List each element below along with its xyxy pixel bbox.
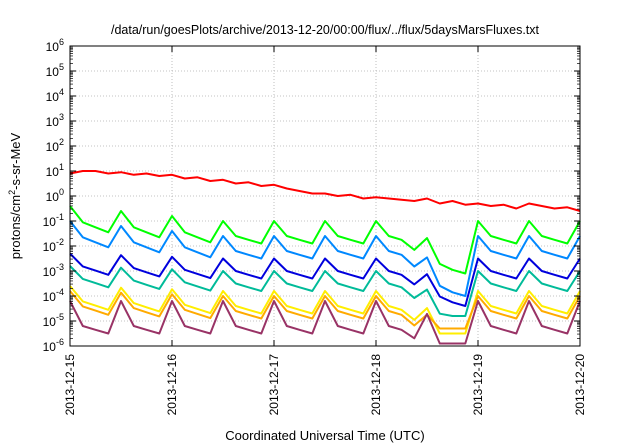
y-axis-title-superscript: 2 — [7, 190, 17, 195]
y-tick-label: 10-4 — [43, 287, 64, 304]
series-line-4 — [69, 265, 581, 317]
y-axis-title-part: -s-sr-MeV — [8, 132, 23, 189]
x-tick-label: 2013-12-17 — [267, 354, 281, 416]
y-tick-label: 106 — [46, 37, 64, 54]
y-tick-label: 10-1 — [43, 212, 64, 229]
series-line-5 — [69, 285, 581, 335]
series-line-6 — [69, 290, 581, 330]
x-axis-title: Coordinated Universal Time (UTC) — [225, 428, 424, 443]
series-line-7 — [69, 300, 581, 345]
y-tick-label: 104 — [46, 87, 64, 104]
plot-series — [69, 170, 581, 345]
x-axis: 2013-12-15 2013-12-16 2013-12-17 2013-12-18… — [63, 46, 587, 415]
y-tick-label: 10-6 — [43, 337, 64, 354]
y-tick-label: 10-5 — [43, 312, 64, 329]
x-tick-label: 2013-12-16 — [165, 354, 179, 416]
y-tick-label: 10-2 — [43, 237, 64, 254]
y-tick-label: 103 — [46, 112, 64, 129]
x-tick-label: 2013-12-18 — [369, 354, 383, 416]
y-tick-label: 10-3 — [43, 262, 64, 279]
x-tick-label: 2013-12-15 — [63, 354, 77, 416]
y-axis-title: protons/cm2-s-sr-MeV — [7, 132, 23, 259]
y-axis-title-part: protons/cm — [8, 195, 23, 259]
x-tick-label: 2013-12-20 — [573, 354, 587, 416]
y-tick-label: 101 — [46, 162, 64, 179]
y-tick-label: 102 — [46, 137, 64, 154]
chart-title: /data/run/goesPlots/archive/2013-12-20/0… — [111, 23, 540, 37]
series-line-2 — [69, 220, 581, 297]
x-tick-label: 2013-12-19 — [471, 354, 485, 416]
y-tick-label: 100 — [46, 187, 64, 204]
series-line-3 — [69, 252, 581, 307]
series-line-0 — [69, 170, 581, 212]
series-line-1 — [69, 205, 581, 275]
y-tick-label: 105 — [46, 62, 64, 79]
